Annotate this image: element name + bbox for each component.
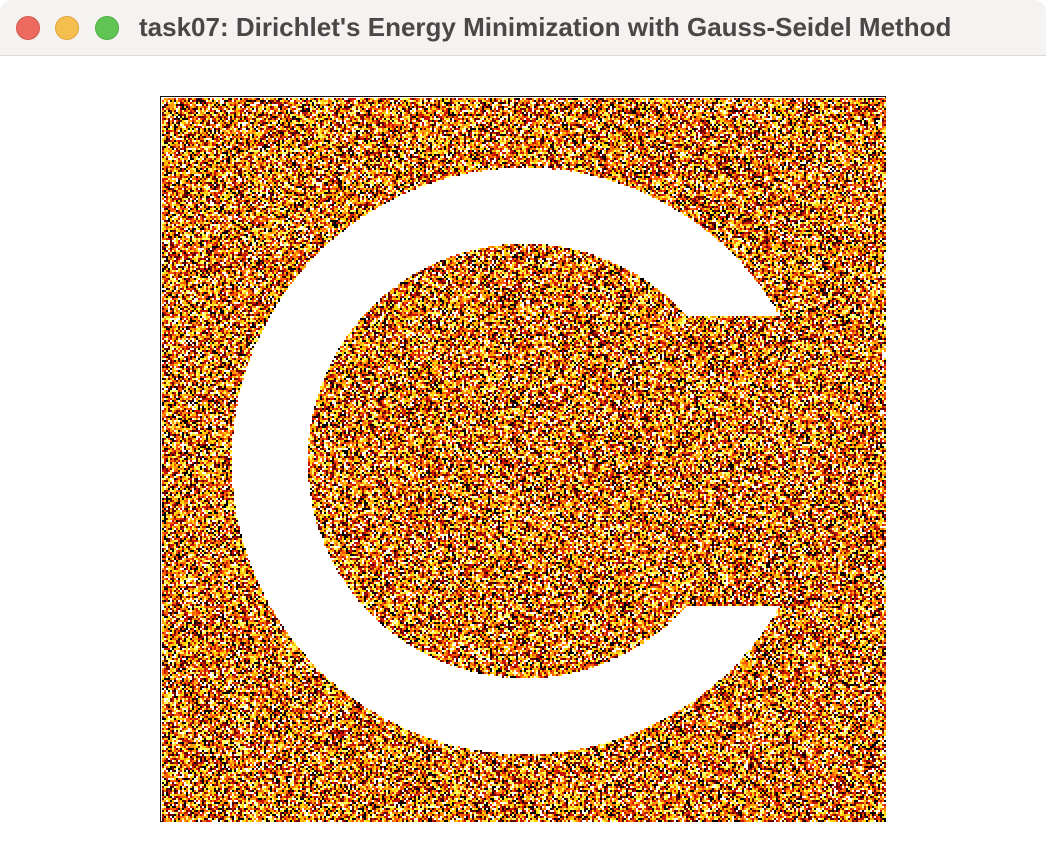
minimize-button[interactable] bbox=[55, 16, 79, 40]
title-bar[interactable]: task07: Dirichlet's Energy Minimization … bbox=[0, 0, 1046, 56]
noise-field-canvas[interactable] bbox=[162, 98, 886, 822]
window-title: task07: Dirichlet's Energy Minimization … bbox=[139, 12, 952, 42]
close-button[interactable] bbox=[16, 16, 40, 40]
visualization-frame bbox=[160, 96, 886, 822]
maximize-button[interactable] bbox=[95, 16, 119, 40]
